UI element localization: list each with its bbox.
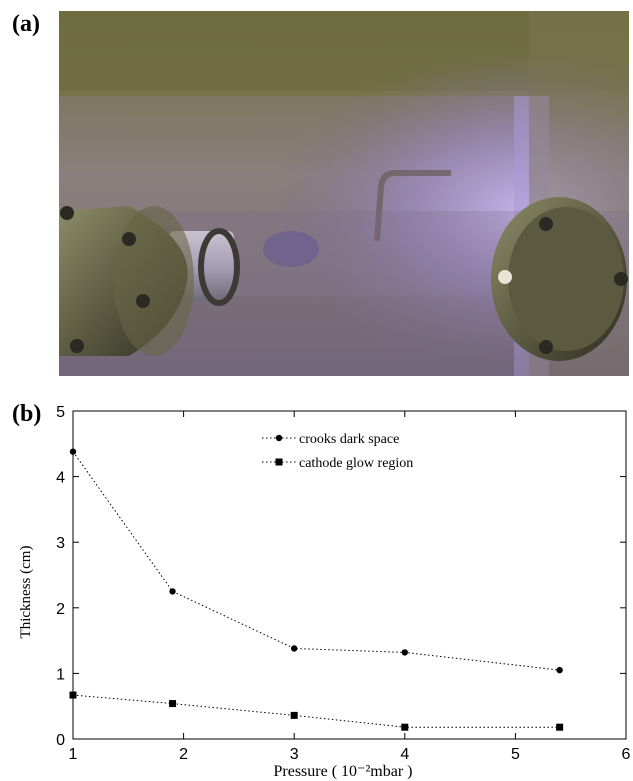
data-point-circle	[169, 588, 176, 595]
x-axis-label: Pressure ( 10⁻²mbar )	[274, 763, 413, 780]
x-tick-label: 5	[511, 746, 520, 763]
y-axis-label: Thickness (cm)	[18, 546, 34, 639]
y-tick-label: 0	[56, 732, 65, 749]
data-point-square	[69, 691, 77, 699]
plot-frame	[72, 410, 627, 740]
x-tick-label: 6	[622, 746, 631, 763]
y-tick-label: 2	[56, 601, 65, 618]
data-point-square	[401, 723, 409, 731]
y-tick-label: 3	[56, 535, 65, 552]
legend-label-crooks: crooks dark space	[299, 432, 399, 447]
series-line-0	[72, 451, 560, 671]
legend-label-cathode: cathode glow region	[299, 456, 413, 471]
series-line-1	[72, 694, 560, 728]
data-point-square	[290, 711, 298, 719]
x-tick-label: 3	[290, 746, 299, 763]
y-tick-label: 5	[56, 404, 65, 421]
x-tick-label: 4	[400, 746, 409, 763]
data-point-circle	[69, 448, 77, 455]
legend-marker-cathode	[275, 458, 283, 466]
data-point-circle	[401, 649, 408, 656]
data-point-circle	[291, 645, 298, 652]
y-tick-label: 1	[56, 666, 65, 683]
plasma-chamber-photo	[59, 11, 629, 376]
panel-b-label: (b)	[12, 401, 42, 427]
data-point-circle	[556, 666, 563, 674]
legend-marker-crooks	[275, 434, 283, 442]
panel-a-label: (a)	[12, 11, 40, 37]
chart-legend: crooks dark space cathode glow region	[255, 425, 485, 477]
x-tick-label: 2	[179, 746, 188, 763]
chart-series	[69, 448, 564, 731]
chart-axes	[72, 410, 627, 740]
y-tick-label: 4	[56, 470, 65, 487]
data-point-square	[556, 723, 564, 731]
legend-box	[255, 425, 485, 477]
x-tick-label: 1	[69, 746, 78, 763]
data-point-square	[169, 700, 177, 708]
